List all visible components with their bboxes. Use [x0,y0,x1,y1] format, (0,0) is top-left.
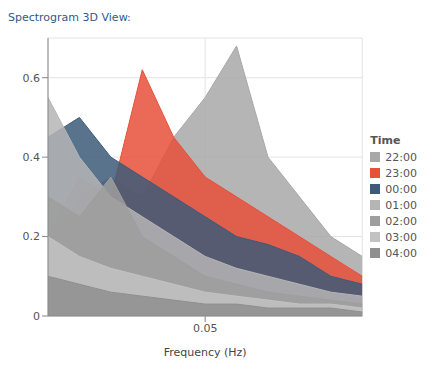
svg-text:0.2: 0.2 [23,230,41,243]
html-text:02:00: 02:00 [385,214,417,228]
html-text:04:00: 04:00 [385,246,417,260]
html-text:03:00: 03:00 [385,230,417,244]
html-text:22:00: 22:00 [385,150,417,164]
html-text:Time: Time [370,133,401,147]
html-text:00:00: 00:00 [385,182,417,196]
svg-text:0: 0 [33,310,40,323]
svg-text:0.05: 0.05 [193,322,218,335]
html-text:Spectrogram 3D View:: Spectrogram 3D View: [8,11,131,24]
html-text:23:00: 23:00 [385,166,417,180]
svg-text:0.4: 0.4 [23,151,41,164]
svg-text:0.6: 0.6 [23,72,41,85]
svg-text:Frequency (Hz): Frequency (Hz) [164,346,247,359]
html-text:01:00: 01:00 [385,198,417,212]
